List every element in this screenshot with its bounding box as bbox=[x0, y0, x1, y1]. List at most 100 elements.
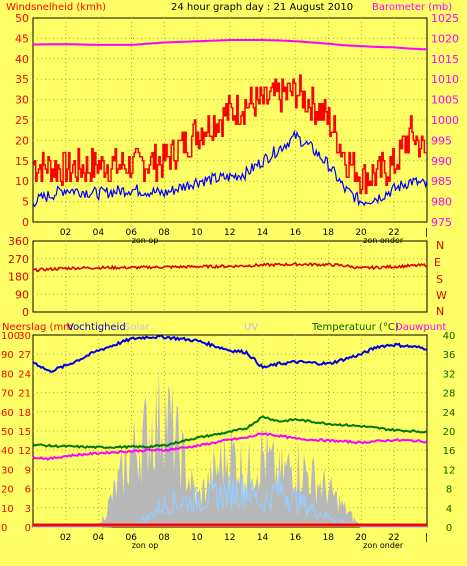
uv-label: UV bbox=[244, 322, 258, 333]
chart-layer: 02 04 06 08 10 12 14 16 18 20 22 |02 04 06 08 10 12 14 16 1… bbox=[1, 12, 459, 550]
humidity-axis-tick: 30 bbox=[1, 465, 14, 476]
barometer-axis-tick: 1025 bbox=[431, 12, 459, 25]
temperature-axis-tick: 32 bbox=[443, 369, 456, 380]
rain-axis-tick: 12 bbox=[18, 446, 31, 457]
direction-axis-tick: 0 bbox=[22, 306, 29, 319]
temperature-axis-tick: 8 bbox=[446, 485, 452, 496]
sun-event-label: zon op bbox=[132, 541, 159, 550]
compass-labels: N E S W N bbox=[434, 239, 447, 318]
barometer-axis-tick: 980 bbox=[431, 196, 452, 209]
wind-axis-tick: 30 bbox=[15, 94, 29, 107]
wind-axis-tick: 5 bbox=[22, 196, 29, 209]
x-tick-label: 02 bbox=[60, 228, 71, 238]
x-tick-label: 10 bbox=[191, 228, 203, 238]
wind-axis-tick: 0 bbox=[22, 216, 29, 229]
x-tick-label: 16 bbox=[290, 533, 302, 543]
temperature-axis-tick: 28 bbox=[443, 389, 456, 400]
x-tick-label: 10 bbox=[191, 533, 203, 543]
barometer-axis-tick: 975 bbox=[431, 216, 452, 229]
uv-line bbox=[33, 470, 427, 528]
barometer-axis-tick: 1000 bbox=[431, 114, 459, 127]
temperature-axis-tick: 36 bbox=[443, 350, 456, 361]
humidity-axis-tick: 70 bbox=[1, 389, 14, 400]
barometer-axis-tick: 1005 bbox=[431, 94, 459, 107]
wind-axis-tick: 50 bbox=[15, 12, 29, 25]
barometer-axis-tick: 985 bbox=[431, 175, 452, 188]
rain-axis-tick: 27 bbox=[18, 350, 31, 361]
compass-label: N bbox=[436, 305, 444, 318]
wind-axis-tick: 35 bbox=[15, 73, 29, 86]
compass-label: S bbox=[436, 273, 443, 286]
wind-axis-tick: 20 bbox=[15, 134, 29, 147]
x-tick-mark: | bbox=[425, 228, 428, 238]
barometer-axis-tick: 995 bbox=[431, 134, 452, 147]
x-tick-label: 12 bbox=[224, 533, 235, 543]
x-tick-label: 22 bbox=[388, 228, 399, 238]
temperature-line bbox=[32, 415, 428, 450]
x-tick-mark: | bbox=[425, 533, 428, 543]
x-tick-label: 22 bbox=[388, 533, 399, 543]
humidity-axis-tick: 60 bbox=[1, 408, 14, 419]
x-tick-label: 04 bbox=[93, 533, 105, 543]
temperature-axis-tick: 16 bbox=[443, 446, 456, 457]
direction-axis-tick: 360 bbox=[8, 235, 29, 248]
x-tick-label: 04 bbox=[93, 228, 105, 238]
wind-axis-tick: 40 bbox=[15, 53, 29, 66]
temperature-axis-tick: 12 bbox=[443, 465, 456, 476]
solar-label: Solar bbox=[124, 322, 150, 333]
x-tick-label: 20 bbox=[355, 533, 367, 543]
x-tick-label: 16 bbox=[290, 228, 302, 238]
x-tick-label: 20 bbox=[355, 228, 367, 238]
x-tick-label: 14 bbox=[257, 533, 269, 543]
compass-label: N bbox=[436, 239, 444, 252]
humidity-axis-tick: 0 bbox=[1, 523, 7, 534]
barometer-axis-tick: 1010 bbox=[431, 73, 459, 86]
x-tick-label: 14 bbox=[257, 228, 269, 238]
wind-axis-tick: 15 bbox=[15, 155, 29, 168]
humidity-axis-tick: 50 bbox=[1, 427, 14, 438]
rain-axis-tick: 0 bbox=[25, 523, 31, 534]
wind-average-line bbox=[32, 129, 428, 208]
temperature-axis-tick: 0 bbox=[446, 523, 452, 534]
graph-title: 24 hour graph day : 21 August 2010 bbox=[171, 2, 353, 13]
sun-event-label: zon onder bbox=[363, 541, 404, 550]
barometer-axis-tick: 1015 bbox=[431, 53, 459, 66]
humidity-axis-tick: 100 bbox=[1, 331, 20, 342]
temperature-axis-tick: 40 bbox=[443, 331, 456, 342]
direction-axis-tick: 90 bbox=[15, 288, 29, 301]
barometer-label: Barometer (mb) bbox=[372, 2, 452, 13]
compass-label: W bbox=[436, 289, 447, 302]
dewpoint-label: Dauwpunt bbox=[395, 322, 446, 333]
rain-axis-tick: 6 bbox=[25, 485, 31, 496]
dewpoint-line bbox=[32, 432, 428, 461]
temperature-label: Temperatuur (°C) bbox=[311, 322, 399, 333]
wind-gust-line bbox=[33, 74, 427, 195]
barometer-axis-tick: 1020 bbox=[431, 32, 459, 45]
temperature-axis-tick: 20 bbox=[443, 427, 456, 438]
x-tick-label: 18 bbox=[323, 533, 335, 543]
barometer-line bbox=[33, 39, 428, 51]
temperature-axis-tick: 4 bbox=[446, 504, 452, 515]
wind-axis-tick: 45 bbox=[15, 32, 29, 45]
sun-event-label: zon onder bbox=[363, 236, 404, 245]
humidity-label: Vochtigheid bbox=[67, 322, 126, 333]
rain-axis-tick: 9 bbox=[25, 465, 31, 476]
solar-area bbox=[33, 365, 427, 527]
x-tick-label: 02 bbox=[60, 533, 71, 543]
barometer-axis-tick: 990 bbox=[431, 155, 452, 168]
direction-axis-tick: 270 bbox=[8, 253, 29, 266]
rain-axis-tick: 18 bbox=[18, 408, 31, 419]
rain-axis-tick: 24 bbox=[18, 369, 31, 380]
direction-axis-tick: 180 bbox=[8, 271, 29, 284]
x-tick-label: 06 bbox=[126, 228, 138, 238]
rain-label: Neerslag (mm bbox=[2, 322, 73, 333]
rain-axis-tick: 3 bbox=[25, 504, 31, 515]
wind-axis-tick: 25 bbox=[15, 114, 29, 127]
rain-axis-tick: 30 bbox=[18, 331, 31, 342]
humidity-axis-tick: 80 bbox=[1, 369, 14, 380]
wind-axis-tick: 10 bbox=[15, 175, 29, 188]
x-tick-label: 06 bbox=[126, 533, 138, 543]
humidity-axis-tick: 90 bbox=[1, 350, 14, 361]
temperature-axis-tick: 24 bbox=[443, 408, 456, 419]
